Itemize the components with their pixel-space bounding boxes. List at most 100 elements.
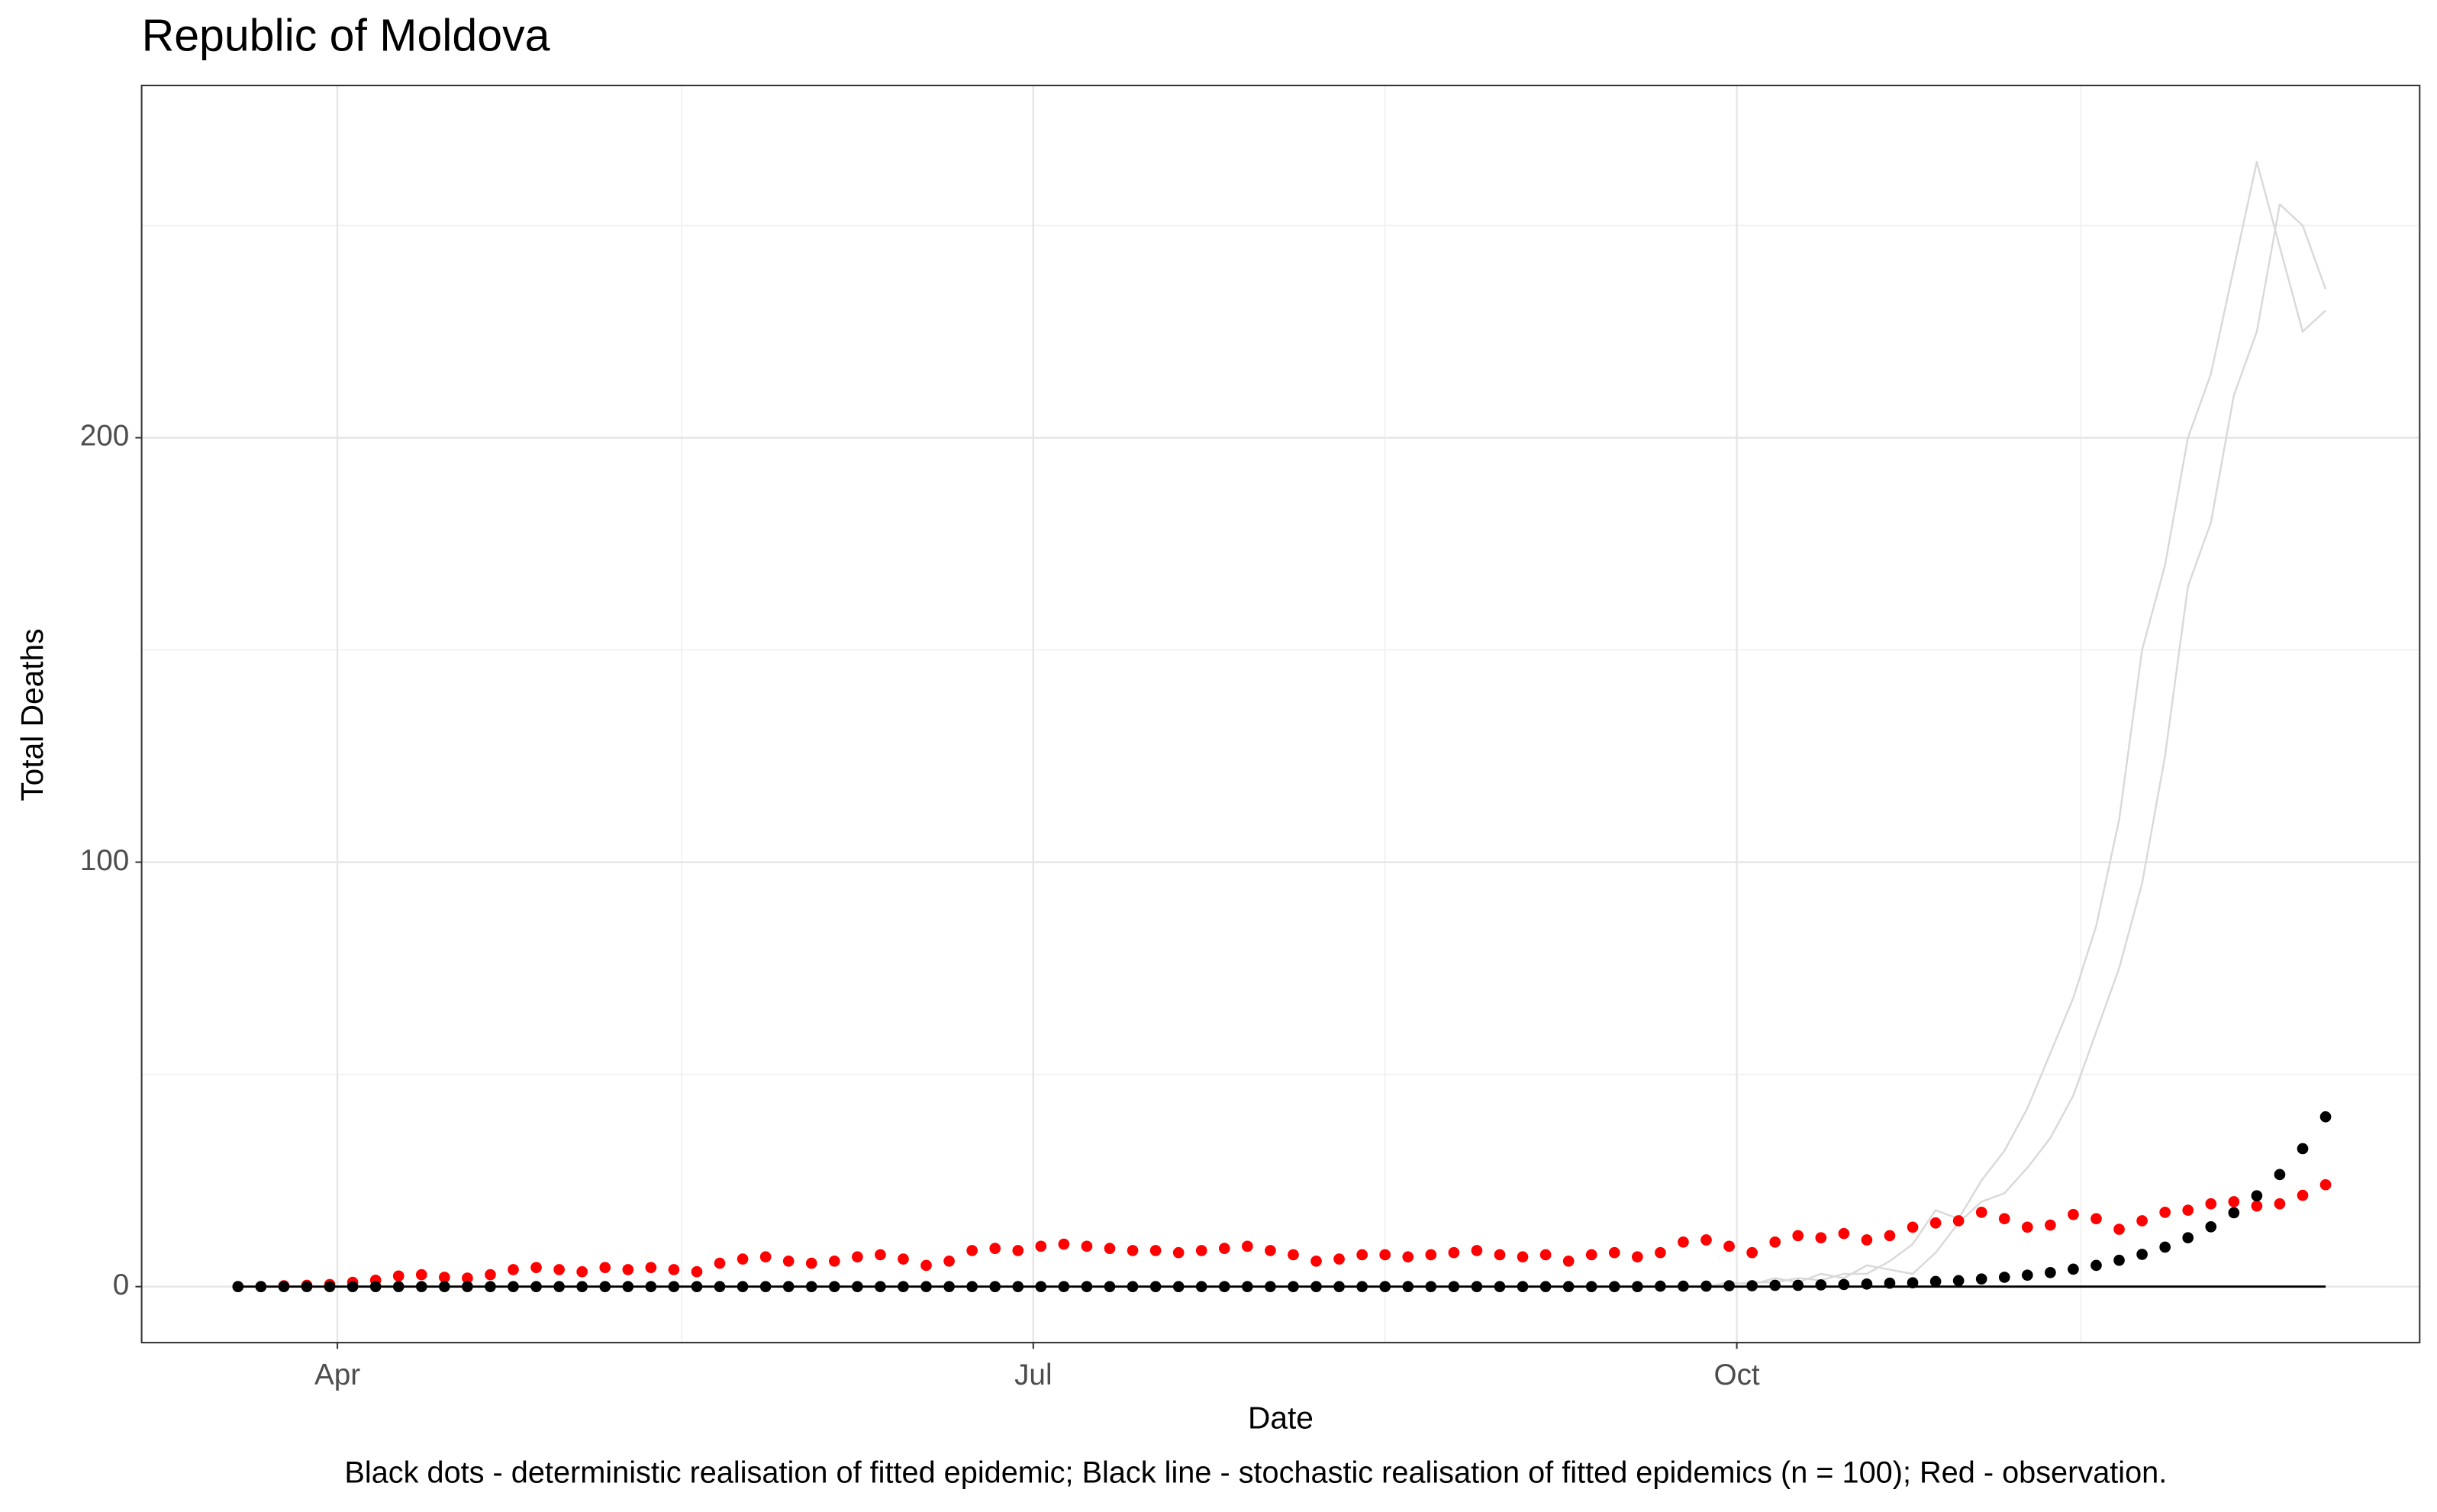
caption: Black dots - deterministic realisation o… (344, 1456, 2167, 1490)
series-line (1706, 160, 2326, 1288)
point (645, 1281, 657, 1293)
point (392, 1281, 405, 1293)
point (989, 1281, 1001, 1293)
point (2182, 1232, 2194, 1244)
point (691, 1265, 703, 1278)
point (2205, 1220, 2217, 1233)
point (1379, 1281, 1391, 1293)
point (1632, 1281, 1643, 1293)
panel-border (140, 84, 2421, 1344)
point (875, 1249, 886, 1261)
y-axis-label: Total Deaths (15, 628, 50, 801)
x-tick-label: Jul (1014, 1359, 1052, 1391)
point (1792, 1279, 1804, 1291)
point (462, 1272, 473, 1284)
point (1929, 1275, 1942, 1288)
point (805, 1281, 817, 1293)
point (1058, 1238, 1070, 1250)
point (852, 1281, 863, 1293)
y-tick-label: 200 (80, 420, 130, 453)
point (2113, 1223, 2125, 1235)
point (1585, 1249, 1597, 1261)
point (2159, 1241, 2171, 1253)
point (1333, 1253, 1345, 1265)
point (782, 1281, 795, 1293)
x-tick-label: Oct (1714, 1359, 1760, 1391)
point (1769, 1279, 1781, 1291)
point (828, 1281, 840, 1293)
point (2274, 1198, 2286, 1210)
y-tick-label: 0 (113, 1269, 130, 1301)
point (2297, 1143, 2309, 1155)
point (2021, 1269, 2033, 1281)
point (1218, 1243, 1230, 1254)
point (2228, 1196, 2240, 1207)
point (1952, 1215, 1965, 1227)
point (1104, 1281, 1116, 1293)
point (2205, 1198, 2217, 1210)
point (1723, 1280, 1735, 1291)
point (1494, 1281, 1506, 1293)
point (553, 1281, 565, 1293)
series-points (232, 1111, 2332, 1293)
point (1104, 1243, 1116, 1254)
point (2136, 1249, 2148, 1260)
point (1815, 1232, 1827, 1244)
point (1539, 1249, 1552, 1261)
point (576, 1281, 588, 1293)
point (1952, 1275, 1965, 1287)
point (1012, 1281, 1024, 1293)
point (1815, 1279, 1827, 1291)
point (1149, 1281, 1162, 1293)
point (1517, 1251, 1529, 1263)
point (1723, 1240, 1735, 1252)
point (1265, 1245, 1276, 1256)
point (920, 1259, 932, 1272)
point (392, 1270, 405, 1282)
point (989, 1243, 1001, 1254)
point (1700, 1234, 1712, 1246)
point (668, 1281, 680, 1293)
point (1700, 1280, 1712, 1292)
point (1929, 1217, 1942, 1229)
point (2021, 1221, 2033, 1233)
point (1998, 1213, 2010, 1225)
x-axis-label: Date (1248, 1401, 1314, 1436)
point (2068, 1263, 2079, 1275)
point (2068, 1208, 2079, 1220)
point (415, 1269, 427, 1281)
point (737, 1253, 749, 1265)
point (1035, 1281, 1047, 1293)
point (1861, 1234, 1873, 1246)
point (1585, 1281, 1597, 1293)
point (2159, 1207, 2171, 1218)
point (1838, 1278, 1850, 1291)
point (1288, 1281, 1299, 1293)
point (1975, 1207, 1987, 1218)
point (508, 1281, 519, 1293)
point (898, 1281, 909, 1293)
point (920, 1281, 932, 1293)
point (1172, 1281, 1185, 1293)
point (1884, 1230, 1896, 1242)
point (1379, 1249, 1391, 1261)
point (369, 1281, 382, 1293)
point (782, 1255, 795, 1267)
point (1218, 1281, 1230, 1293)
point (852, 1251, 863, 1263)
point (1562, 1281, 1575, 1293)
point (1425, 1249, 1437, 1261)
point (1539, 1281, 1552, 1293)
point (232, 1281, 244, 1293)
point (759, 1281, 772, 1293)
point (1746, 1246, 1758, 1259)
point (1310, 1255, 1322, 1267)
point (1035, 1240, 1047, 1252)
point (622, 1264, 634, 1275)
chart-title: Republic of Moldova (142, 10, 550, 60)
point (1861, 1278, 1873, 1290)
point (508, 1264, 519, 1275)
point (278, 1281, 290, 1293)
point (2297, 1189, 2309, 1201)
point (1448, 1246, 1460, 1259)
